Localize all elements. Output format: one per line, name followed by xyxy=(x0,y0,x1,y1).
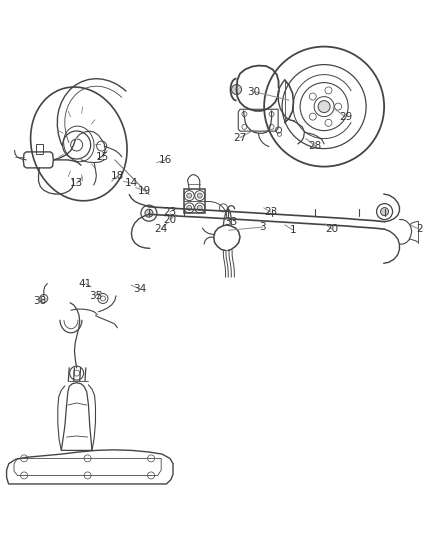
Text: 18: 18 xyxy=(111,171,124,181)
Text: 24: 24 xyxy=(155,224,168,234)
Circle shape xyxy=(145,209,153,217)
Circle shape xyxy=(232,85,241,94)
Text: 1: 1 xyxy=(290,225,297,235)
Circle shape xyxy=(187,193,192,198)
Text: 33: 33 xyxy=(225,217,238,227)
Circle shape xyxy=(381,207,389,216)
Text: 2: 2 xyxy=(416,224,423,234)
Circle shape xyxy=(187,205,192,211)
Text: 29: 29 xyxy=(339,112,353,122)
Text: 14: 14 xyxy=(125,179,138,188)
Circle shape xyxy=(197,205,202,211)
Text: 34: 34 xyxy=(133,284,146,294)
Text: 16: 16 xyxy=(159,155,172,165)
Text: 27: 27 xyxy=(233,133,247,142)
Text: 15: 15 xyxy=(96,152,110,162)
Text: 23: 23 xyxy=(264,207,277,217)
Text: 23: 23 xyxy=(163,207,177,217)
Text: 13: 13 xyxy=(70,179,83,188)
Text: 20: 20 xyxy=(163,215,177,224)
Circle shape xyxy=(318,101,330,112)
Text: 41: 41 xyxy=(79,279,92,288)
Circle shape xyxy=(197,193,202,198)
Text: 19: 19 xyxy=(138,186,151,196)
Text: 30: 30 xyxy=(247,87,261,96)
Text: 28: 28 xyxy=(309,141,322,151)
Text: 20: 20 xyxy=(325,224,339,234)
Text: 35: 35 xyxy=(89,291,102,301)
Text: 3: 3 xyxy=(259,222,266,232)
Text: 38: 38 xyxy=(33,296,46,306)
